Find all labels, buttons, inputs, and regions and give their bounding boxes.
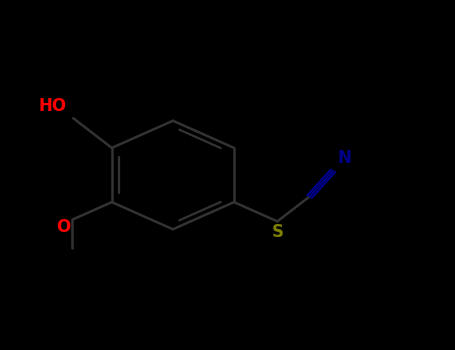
Text: O: O	[56, 218, 70, 236]
Text: S: S	[271, 223, 283, 241]
Text: N: N	[338, 149, 351, 167]
Text: HO: HO	[38, 97, 66, 115]
